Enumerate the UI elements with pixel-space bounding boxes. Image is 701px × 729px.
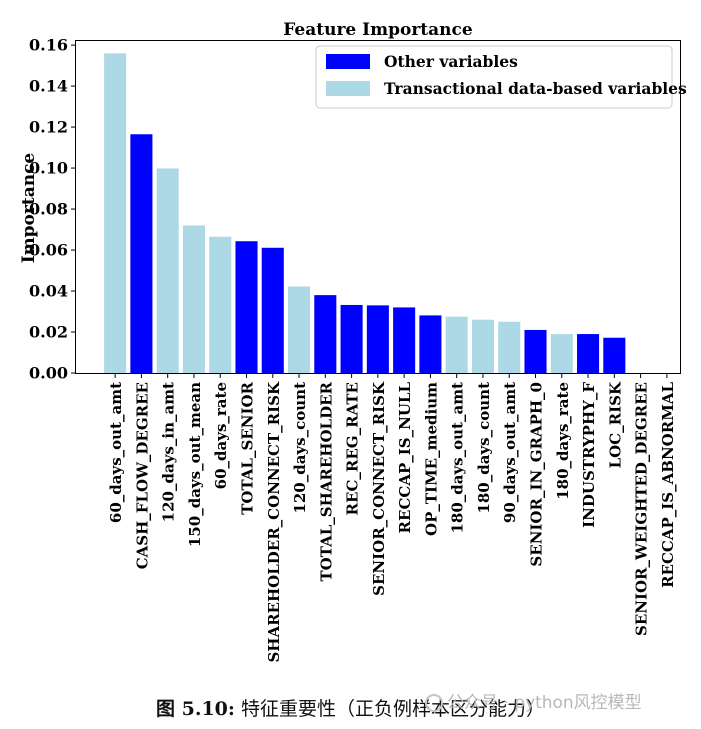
bar-1 bbox=[130, 134, 153, 373]
legend: Other variables Transactional data-based … bbox=[315, 45, 687, 109]
figure-caption: 图 5.10: 特征重要性（正负例样本区分能力） bbox=[0, 694, 701, 721]
bar-4 bbox=[209, 236, 232, 373]
x-tick-label-4: 60_days_rate bbox=[212, 382, 230, 489]
x-tick-label-1: CASH_FLOW_DEGREE bbox=[133, 382, 151, 569]
watermark-text: 公众号 · python风控模型 bbox=[447, 693, 642, 713]
y-tick-label-2: 0.04 bbox=[29, 282, 68, 301]
chart-title: Feature Importance bbox=[283, 20, 473, 40]
x-tick-label-0: 60_days_out_amt bbox=[107, 382, 125, 523]
x-tick-label-13: 180_days_out_amt bbox=[449, 382, 467, 534]
bar-17 bbox=[550, 334, 573, 373]
bar-13 bbox=[445, 316, 468, 373]
bar-18 bbox=[577, 334, 600, 373]
x-tick-label-7: 120_days_count bbox=[291, 382, 309, 514]
bar-15 bbox=[498, 321, 521, 373]
bar-11 bbox=[393, 307, 416, 373]
y-tick-label-6: 0.12 bbox=[29, 118, 68, 137]
x-tick-label-9: REC_REG_RATE bbox=[344, 382, 362, 515]
y-tick-label-7: 0.14 bbox=[29, 77, 68, 96]
x-tick-label-18: INDUSTRYPHY_F bbox=[580, 382, 598, 528]
figure-caption-label: 图 5.10: bbox=[156, 698, 235, 720]
x-tick-label-2: 120_days_in_amt bbox=[160, 382, 178, 522]
bar-0 bbox=[104, 53, 127, 374]
x-tick-label-11: RECCAP_IS_NULL bbox=[396, 382, 414, 534]
watermark: 公众号 · python风控模型 bbox=[425, 688, 642, 713]
bar-10 bbox=[366, 305, 389, 373]
bar-14 bbox=[471, 319, 494, 373]
x-tick-label-19: LOC_RISK bbox=[606, 381, 624, 468]
y-ticks-group: 0.00 0.02 0.04 0.06 0.08 0.10 0.12 0.14 0.16 bbox=[29, 36, 76, 383]
bar-9 bbox=[340, 304, 363, 373]
x-tick-label-12: OP_TIME_medium bbox=[422, 382, 440, 536]
figure-caption-text: 特征重要性（正负例样本区分能力） bbox=[240, 698, 545, 720]
bar-3 bbox=[182, 225, 205, 373]
x-tick-label-10: SENIOR_CONNECT_RISK bbox=[370, 381, 388, 596]
bar-12 bbox=[419, 315, 442, 373]
y-tick-label-5: 0.10 bbox=[29, 159, 68, 178]
legend-frame bbox=[315, 45, 673, 109]
plot-frame bbox=[75, 40, 681, 374]
x-ticks-group: 60_days_out_amt CASH_FLOW_DEGREE 120_days_… bbox=[107, 373, 677, 663]
x-tick-label-15: 90_days_out_amt bbox=[501, 382, 519, 523]
bar-16 bbox=[524, 329, 547, 373]
y-tick-label-1: 0.02 bbox=[29, 323, 68, 342]
x-tick-label-6: SHAREHOLDER_CONNECT_RISK bbox=[265, 381, 283, 663]
y-tick-label-4: 0.08 bbox=[29, 200, 68, 219]
bars-group bbox=[104, 53, 626, 374]
y-tick-label-0: 0.00 bbox=[29, 364, 68, 383]
y-tick-label-8: 0.16 bbox=[29, 36, 68, 55]
x-tick-label-21: RECCAP_IS_ABNORMAL bbox=[659, 382, 677, 588]
x-tick-label-20: SENIOR_WEIGHTED_DEGREE bbox=[633, 382, 651, 636]
wechat-icon bbox=[425, 694, 443, 712]
x-tick-label-14: 180_days_count bbox=[475, 382, 493, 514]
bar-8 bbox=[314, 295, 337, 373]
x-tick-label-3: 150_days_out_mean bbox=[186, 382, 204, 547]
x-tick-label-8: TOTAL_SHAREHOLDER bbox=[317, 381, 335, 581]
legend-swatch-1 bbox=[326, 81, 370, 96]
bar-19 bbox=[603, 337, 626, 373]
y-axis-label: Importance bbox=[19, 153, 39, 264]
x-tick-label-16: SENIOR_IN_GRAPH_0 bbox=[528, 382, 546, 567]
bar-5 bbox=[235, 241, 258, 373]
bar-7 bbox=[288, 286, 311, 373]
x-tick-label-17: 180_days_rate bbox=[554, 382, 572, 500]
bar-6 bbox=[261, 247, 284, 373]
x-tick-label-5: TOTAL_SENIOR bbox=[239, 381, 257, 514]
legend-label-1: Transactional data-based variables bbox=[384, 79, 687, 98]
legend-swatch-0 bbox=[326, 54, 370, 69]
y-tick-label-3: 0.06 bbox=[29, 241, 68, 260]
legend-label-0: Other variables bbox=[384, 52, 518, 71]
feature-importance-chart: Feature Importance Importance 0.000.020.… bbox=[19, 20, 687, 663]
bar-2 bbox=[156, 168, 179, 373]
